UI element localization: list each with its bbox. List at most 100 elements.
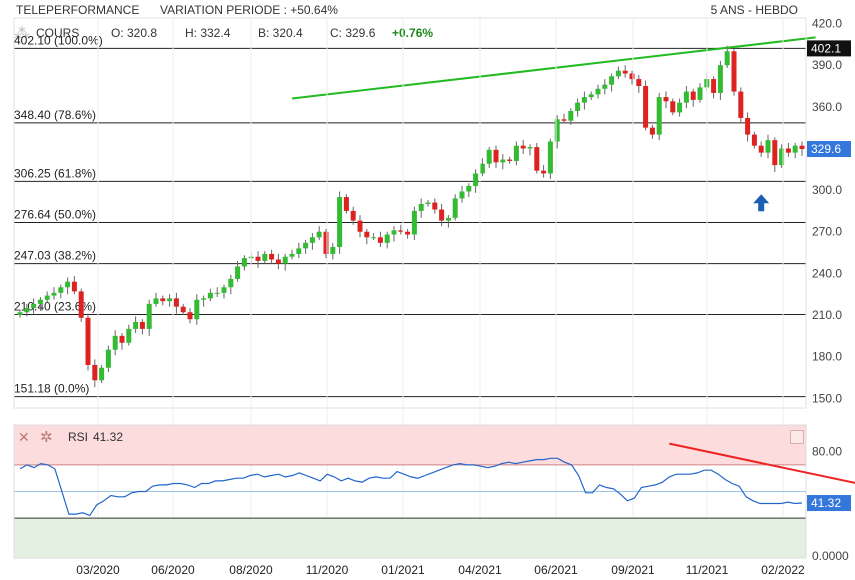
candle [615, 70, 621, 77]
rsi-tick-label: 0.0000 [812, 549, 849, 563]
candle [643, 86, 649, 128]
candle [139, 321, 145, 329]
candle [683, 91, 689, 103]
candle [316, 231, 322, 238]
candle [173, 298, 179, 307]
rsi-label: RSI [68, 430, 89, 444]
x-tick-label: 03/2020 [76, 563, 120, 577]
y-tick-label: 390.0 [812, 58, 842, 72]
candle [126, 328, 132, 343]
candle [99, 367, 105, 381]
candle [792, 145, 798, 153]
close-icon[interactable]: ✕ [18, 429, 30, 445]
candle [520, 145, 526, 149]
candle [588, 94, 594, 98]
rsi-tick-label: 80.00 [812, 445, 842, 459]
candle [799, 145, 805, 150]
y-tick-label: 240.0 [812, 266, 842, 280]
candle [724, 51, 730, 66]
candle [534, 147, 540, 171]
candle [228, 278, 234, 288]
candle [479, 163, 485, 174]
rsi-trendline [669, 442, 855, 484]
candle [677, 102, 683, 113]
candle [364, 231, 370, 238]
candle [262, 253, 268, 261]
high-value: H: 332.4 [185, 26, 231, 40]
candle [201, 298, 207, 300]
candle [629, 73, 635, 80]
low-value: B: 320.4 [258, 26, 303, 40]
change-value: +0.76% [392, 26, 434, 40]
candle [235, 266, 241, 279]
rsi-frame [13, 424, 807, 559]
candle [547, 141, 553, 174]
variation-label: VARIATION PERIODE : +50.64% [160, 3, 338, 17]
candle [670, 101, 676, 113]
x-tick-label: 11/2021 [686, 563, 729, 577]
candle [31, 303, 37, 309]
arrow-up-marker [753, 194, 770, 212]
candle [37, 299, 43, 304]
candle [595, 88, 601, 95]
candle [697, 87, 703, 100]
candle [765, 140, 771, 153]
fib-level-label: 402.10 (100.0%) [14, 33, 103, 47]
candle [350, 210, 356, 221]
fib-level-label: 348.40 (78.6%) [14, 108, 96, 122]
rsi-value: 41.32 [93, 430, 124, 444]
fib-level-label: 151.18 (0.0%) [14, 382, 89, 396]
candle [282, 256, 288, 264]
price-tag-label: 329.6 [811, 142, 841, 156]
candle [772, 140, 778, 166]
series-color-icon: ⁂ [14, 26, 30, 43]
candle [425, 202, 431, 204]
candle [731, 51, 737, 92]
maximize-pane-button[interactable] [790, 430, 804, 444]
candle [473, 173, 479, 186]
candle [214, 292, 220, 294]
candle [554, 119, 560, 142]
candle [371, 237, 377, 239]
candle [758, 145, 764, 153]
candle [92, 364, 98, 381]
fib-level-label: 306.25 (61.8%) [14, 166, 96, 180]
candle [513, 145, 519, 161]
candle [275, 259, 281, 264]
candle [384, 234, 390, 243]
candle [65, 281, 71, 288]
candle [411, 210, 417, 235]
candle [568, 110, 574, 121]
candle [751, 134, 757, 146]
candle [581, 97, 587, 103]
candle [133, 321, 139, 329]
candle [541, 170, 547, 174]
candle [636, 79, 642, 87]
x-tick-label: 08/2020 [229, 563, 273, 577]
candle [656, 97, 662, 135]
candle [649, 127, 655, 135]
x-tick-label: 11/2020 [306, 563, 349, 577]
candle [255, 256, 261, 261]
price-tag [807, 141, 851, 158]
candle [527, 147, 533, 149]
y-tick-label: 360.0 [812, 100, 842, 114]
y-tick-label: 270.0 [812, 225, 842, 239]
candle [337, 197, 343, 248]
open-value: O: 320.8 [111, 26, 158, 40]
rsi-line [19, 457, 803, 517]
candle [17, 312, 23, 316]
candle [187, 312, 193, 320]
candle [85, 317, 91, 365]
candle [711, 79, 717, 93]
candle [241, 258, 247, 267]
candle [105, 349, 111, 368]
candle [738, 91, 744, 118]
settings-icon[interactable]: ✲ [40, 429, 53, 446]
price-trendline [291, 36, 816, 100]
y-tick-label: 420.0 [812, 17, 842, 31]
candle [153, 298, 159, 304]
candle [391, 230, 397, 235]
candle [207, 292, 213, 299]
